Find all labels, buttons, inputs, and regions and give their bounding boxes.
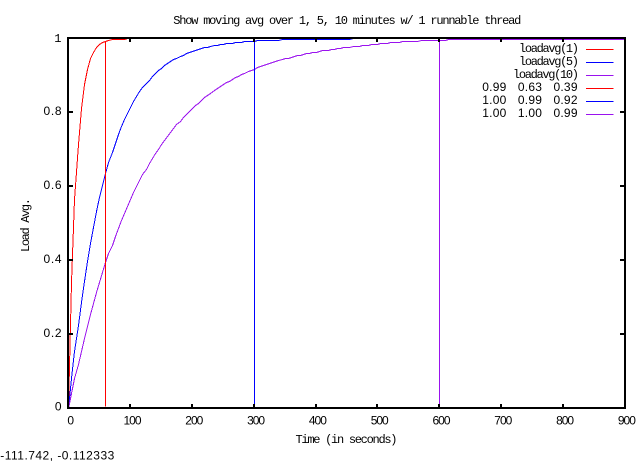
- svg-text:0.6: 0.6: [44, 178, 62, 192]
- svg-text:0.39: 0.39: [554, 80, 578, 94]
- svg-text:0.99: 0.99: [518, 93, 542, 107]
- svg-text:1.00: 1.00: [518, 106, 542, 120]
- svg-text:700: 700: [494, 414, 512, 428]
- svg-text:1: 1: [54, 32, 61, 46]
- svg-text:Load Avg.: Load Avg.: [19, 198, 33, 252]
- svg-text:0.2: 0.2: [44, 326, 62, 340]
- svg-text:0: 0: [67, 414, 74, 428]
- svg-text:1.00: 1.00: [482, 106, 506, 120]
- svg-text:0.4: 0.4: [44, 252, 62, 266]
- svg-text:0.63: 0.63: [518, 80, 542, 94]
- svg-text:0.99: 0.99: [482, 80, 506, 94]
- svg-text:800: 800: [556, 414, 574, 428]
- svg-text:loadavg(10): loadavg(10): [513, 68, 579, 82]
- svg-text:300: 300: [247, 414, 265, 428]
- svg-text:-111.742, -0.112333: -111.742, -0.112333: [0, 449, 114, 463]
- svg-text:Show moving avg over 1, 5, 10: Show moving avg over 1, 5, 10 minutes w/…: [173, 14, 521, 28]
- svg-text:1.00: 1.00: [482, 93, 506, 107]
- svg-text:100: 100: [124, 414, 142, 428]
- svg-text:600: 600: [433, 414, 451, 428]
- svg-text:0: 0: [55, 400, 62, 414]
- svg-text:400: 400: [309, 414, 327, 428]
- svg-text:0.8: 0.8: [44, 104, 62, 118]
- svg-text:loadavg(5): loadavg(5): [519, 55, 579, 69]
- svg-text:900: 900: [618, 414, 636, 428]
- svg-text:0.92: 0.92: [554, 93, 578, 107]
- svg-text:0.99: 0.99: [554, 106, 578, 120]
- svg-text:500: 500: [371, 414, 389, 428]
- svg-text:200: 200: [185, 414, 203, 428]
- svg-text:Time (in seconds): Time (in seconds): [296, 433, 398, 447]
- svg-text:loadavg(1): loadavg(1): [519, 42, 579, 56]
